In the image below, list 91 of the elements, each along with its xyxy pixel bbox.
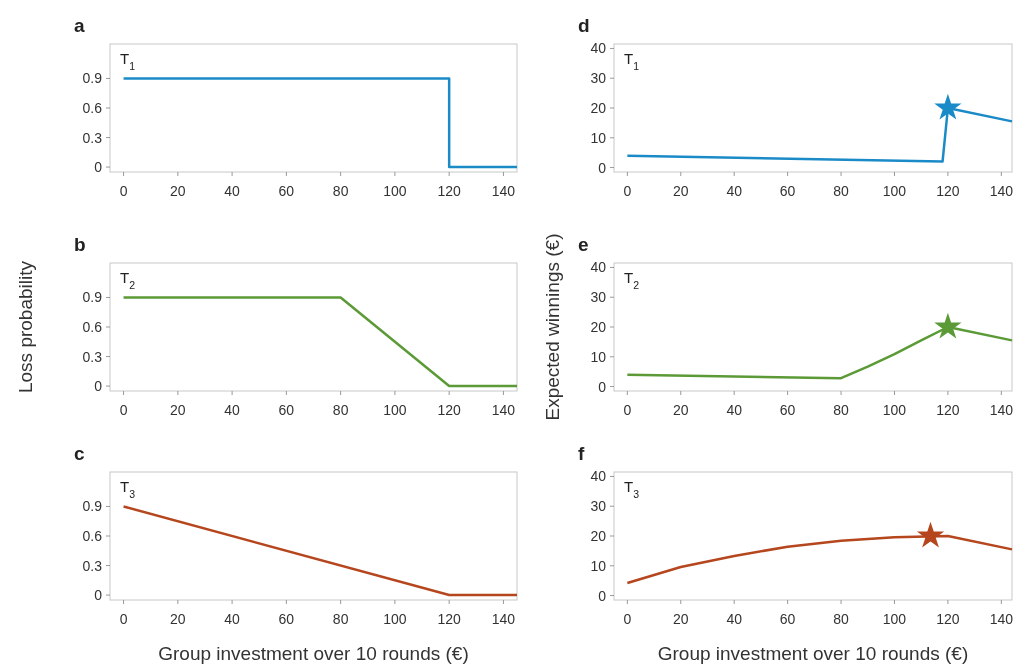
x-tick-label: 40 xyxy=(726,183,743,199)
y-tick-label: 0.6 xyxy=(82,100,103,116)
y-tick-label: 0.3 xyxy=(82,557,103,574)
x-tick-label: 120 xyxy=(936,402,960,418)
y-tick-label: 30 xyxy=(590,289,607,306)
y-tick-label: 0.9 xyxy=(82,70,103,87)
y-tick-label: 30 xyxy=(590,70,607,87)
x-tick-label: 20 xyxy=(672,183,689,199)
y-tick-label: 20 xyxy=(590,100,607,116)
x-tick-label: 120 xyxy=(437,402,462,418)
x-tick-label: 80 xyxy=(332,183,349,199)
x-tick-label: 20 xyxy=(672,611,689,627)
y-tick-label: 0 xyxy=(598,378,607,395)
x-tick-label: 60 xyxy=(278,611,295,627)
chart-title: e xyxy=(578,234,589,255)
annotation: T$_{3}$ xyxy=(120,478,136,500)
x-tick-label: 100 xyxy=(383,402,407,418)
y-tick-label: 0 xyxy=(598,587,607,604)
x-axis-title: Group investment over 10 rounds (€) xyxy=(657,643,969,664)
y-tick-label: 0 xyxy=(598,159,607,176)
annotation: T$_{3}$ xyxy=(624,478,640,500)
x-tick-label: 120 xyxy=(437,183,462,199)
y-tick-label: 20 xyxy=(590,528,607,544)
y-tick-label: 40 xyxy=(590,468,607,485)
x-tick-label: 40 xyxy=(726,611,743,627)
x-tick-label: 80 xyxy=(332,611,349,627)
x-tick-label: 100 xyxy=(882,183,907,199)
x-tick-label: 0 xyxy=(623,183,632,199)
chart-title: d xyxy=(578,15,590,36)
annotation: T$_{2}$ xyxy=(120,269,136,291)
y-tick-label: 10 xyxy=(590,348,607,365)
annotation: T$_{1}$ xyxy=(624,50,640,72)
y-tick-label: 40 xyxy=(590,259,607,276)
y-tick-label: 0.9 xyxy=(82,498,103,515)
x-tick-label: 60 xyxy=(779,402,796,418)
annotation: T$_{1}$ xyxy=(120,50,136,72)
x-tick-label: 40 xyxy=(224,402,241,418)
x-tick-label: 80 xyxy=(833,611,850,627)
x-tick-label: 40 xyxy=(726,402,743,418)
x-tick-label: 120 xyxy=(936,183,960,199)
x-tick-label: 140 xyxy=(491,402,516,418)
y-tick-label: 0.3 xyxy=(82,348,103,365)
x-tick-label: 100 xyxy=(882,611,907,627)
x-tick-label: 40 xyxy=(224,183,241,199)
y-tick-label: 20 xyxy=(590,319,607,335)
x-tick-label: 60 xyxy=(779,183,796,199)
x-tick-label: 120 xyxy=(437,611,462,627)
x-tick-label: 140 xyxy=(989,611,1014,627)
x-tick-label: 60 xyxy=(278,183,295,199)
chart-title: b xyxy=(74,234,86,255)
y-tick-label: 0 xyxy=(94,159,103,176)
y-tick-label: 0 xyxy=(94,587,103,604)
x-tick-label: 100 xyxy=(383,183,407,199)
x-tick-label: 140 xyxy=(491,611,516,627)
y-tick-label: 0 xyxy=(94,378,103,395)
x-tick-label: 0 xyxy=(623,402,632,418)
x-tick-label: 0 xyxy=(623,611,632,627)
x-tick-label: 60 xyxy=(278,402,295,418)
x-tick-label: 60 xyxy=(779,611,796,627)
chart-title: f xyxy=(578,443,585,464)
y-axis-title: Expected winnings (€) xyxy=(542,233,563,421)
x-axis-title: Group investment over 10 rounds (€) xyxy=(158,643,469,664)
x-tick-label: 20 xyxy=(672,402,689,418)
x-tick-label: 100 xyxy=(882,402,907,418)
x-tick-label: 20 xyxy=(170,611,186,627)
x-tick-label: 20 xyxy=(170,183,186,199)
y-tick-label: 0.3 xyxy=(82,129,103,146)
y-tick-label: 30 xyxy=(590,498,607,515)
y-tick-label: 40 xyxy=(590,40,607,57)
chart-title: a xyxy=(74,15,85,36)
x-tick-label: 80 xyxy=(332,402,349,418)
y-tick-label: 10 xyxy=(590,557,607,574)
y-tick-label: 10 xyxy=(590,129,607,146)
x-tick-label: 140 xyxy=(491,183,516,199)
x-tick-label: 0 xyxy=(119,611,128,627)
x-tick-label: 40 xyxy=(224,611,241,627)
x-tick-label: 0 xyxy=(119,183,128,199)
x-tick-label: 100 xyxy=(383,611,407,627)
annotation: T$_{2}$ xyxy=(624,269,640,291)
y-tick-label: 0.6 xyxy=(82,528,103,544)
y-tick-label: 0.9 xyxy=(82,289,103,306)
x-tick-label: 140 xyxy=(989,402,1014,418)
y-tick-label: 0.6 xyxy=(82,319,103,335)
x-tick-label: 140 xyxy=(989,183,1014,199)
x-tick-label: 80 xyxy=(833,183,850,199)
chart-title: c xyxy=(74,443,85,464)
x-tick-label: 80 xyxy=(833,402,850,418)
x-tick-label: 120 xyxy=(936,611,960,627)
x-tick-label: 0 xyxy=(119,402,128,418)
y-axis-title: Loss probability xyxy=(15,260,36,394)
x-tick-label: 20 xyxy=(170,402,186,418)
